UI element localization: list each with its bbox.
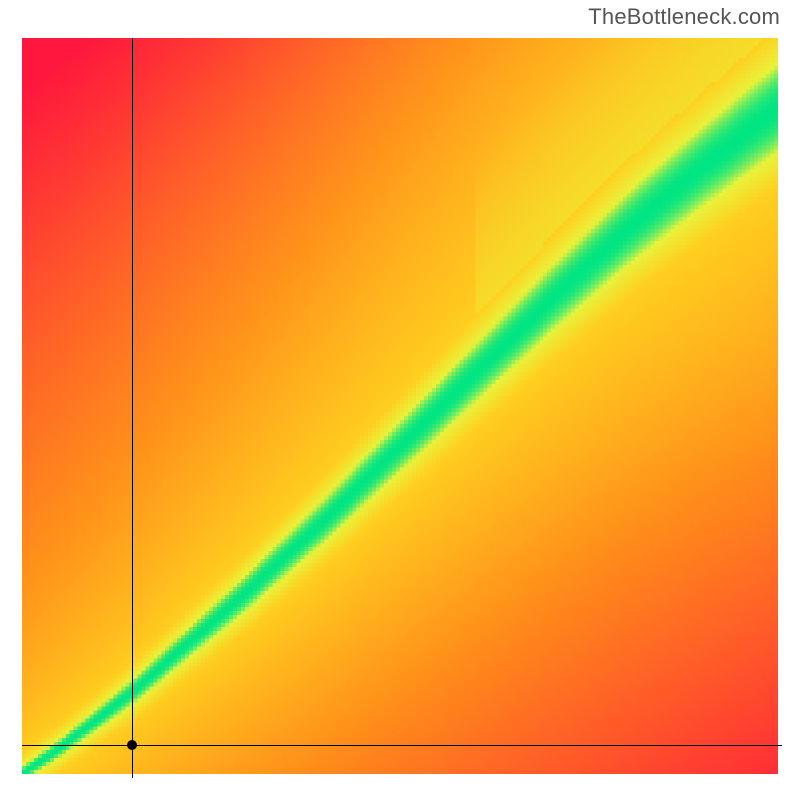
chart-container: TheBottleneck.com	[0, 0, 800, 800]
heatmap-plot	[20, 36, 780, 776]
watermark-text: TheBottleneck.com	[588, 4, 780, 30]
crosshair-marker	[127, 740, 137, 750]
heatmap-canvas	[22, 38, 778, 774]
crosshair-vertical	[132, 38, 133, 778]
